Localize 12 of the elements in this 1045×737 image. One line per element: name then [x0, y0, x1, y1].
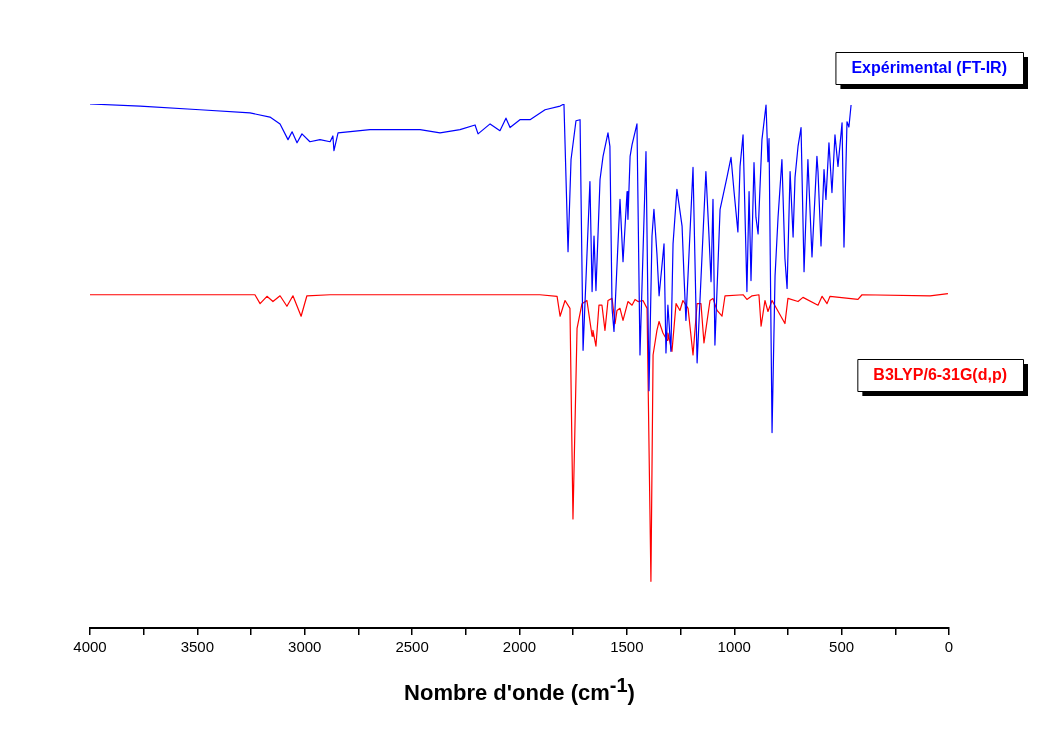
x-axis-title: Nombre d'onde (cm-1) [404, 674, 635, 705]
x-tick-label: 0 [944, 638, 954, 656]
x-tick-label: 2500 [395, 638, 429, 656]
x-tick-label: 1500 [610, 638, 644, 656]
text: B3LYP/6-31G(d,p) [873, 366, 1008, 384]
x-tick-label: 3000 [288, 638, 322, 656]
x-tick-label: 1000 [717, 638, 751, 656]
x-tick-label: 3500 [180, 638, 215, 656]
x-tick-label: 500 [829, 638, 855, 656]
x-tick-label: 4000 [73, 638, 107, 656]
series-label: Expérimental (FT-IR) [851, 59, 1007, 77]
x-tick-label: 2000 [502, 638, 537, 656]
